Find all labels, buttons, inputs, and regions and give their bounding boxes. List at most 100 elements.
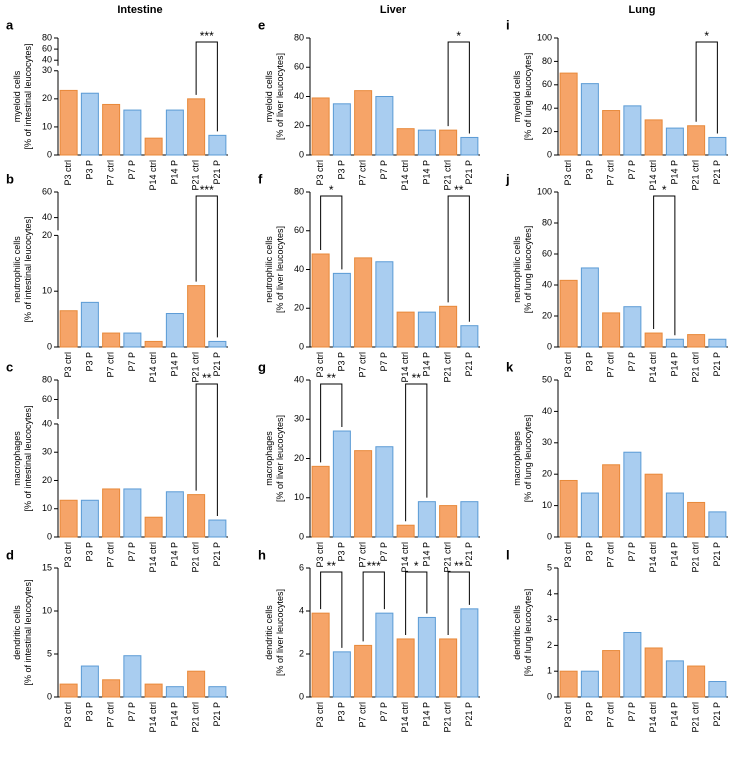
significance-bracket [195,41,218,132]
y-axis-label-line: [% of liver leucocytes] [275,53,285,140]
bar [123,109,142,156]
panel-letter: b [6,171,14,186]
bar [354,90,373,156]
y-tick-label: 20 [542,469,552,479]
bar [165,109,184,156]
significance-label: ** [454,183,464,197]
x-tick-label: P7 ctrl [106,542,116,568]
x-tick-label: P3 ctrl [563,542,573,568]
bar [439,638,458,698]
y-tick-label: 40 [542,103,552,113]
bar [644,332,663,348]
bar [187,285,206,348]
panel-letter: j [505,171,510,186]
bar [665,338,684,348]
bar [208,686,227,698]
x-tick-label: P7 P [127,160,137,180]
significance-bracket [195,383,218,517]
x-tick-label: P21 ctrl [691,702,701,733]
x-tick-label: P21 P [212,352,222,377]
x-tick-label: P21 P [212,542,222,567]
panel-letter: l [506,547,510,562]
x-tick-label: P7 ctrl [106,352,116,378]
x-tick-label: P14 P [169,542,179,567]
x-tick-label: P14 ctrl [148,542,158,573]
y-axis-label-line: [% of liver leucocytes] [275,226,285,313]
bar [623,306,642,348]
x-tick-label: P3 P [84,160,94,180]
x-tick-label: P3 P [584,702,594,722]
significance-bracket [320,571,343,648]
bar [460,608,479,698]
bar [396,638,415,698]
bar [123,655,142,698]
y-tick-label: 60 [542,248,552,258]
y-tick-label: 50 [542,374,552,384]
x-tick-label: P7 ctrl [358,702,368,728]
bar [208,134,227,156]
significance-label: * [329,183,334,197]
bar [354,257,373,348]
significance-bracket [195,195,218,338]
x-tick-label: P3 P [336,160,346,180]
bar [375,612,394,698]
bar [396,524,415,538]
bar [439,129,458,156]
y-axis-label: myeloid cells[% of liver leucocytes] [264,53,285,140]
x-tick-label: P21 ctrl [691,160,701,191]
x-tick-label: P7 ctrl [606,542,616,568]
x-tick-label: P7 P [627,702,637,722]
bar [665,492,684,538]
significance-bracket [447,195,470,322]
x-tick-label: P7 ctrl [358,542,368,568]
x-tick-label: P7 ctrl [606,352,616,378]
y-axis-label-line: macrophages [12,431,22,486]
panel-letter: h [258,547,266,562]
x-tick-label: P14 ctrl [148,352,158,383]
bar [559,670,578,698]
y-axis-label-line: [% of lung leucocytes] [523,415,533,503]
y-tick-label: 0 [47,531,52,541]
y-tick-label: 80 [542,217,552,227]
bar [396,128,415,156]
significance-label: ** [327,371,337,385]
x-tick-label: P7 P [379,702,389,722]
y-tick-label: 60 [42,186,52,196]
x-tick-label: P7 P [627,352,637,372]
y-axis-label-line: [% of intestinal leucocytes] [23,405,33,511]
x-tick-label: P14 P [421,702,431,727]
y-tick-label: 60 [294,62,304,72]
bar [165,313,184,348]
y-tick-label: 40 [542,406,552,416]
y-axis-label-line: [% of liver leucocytes] [275,415,285,502]
x-tick-label: P3 ctrl [563,702,573,728]
x-tick-label: P14 P [169,352,179,377]
bar [417,129,436,156]
bar [102,332,121,348]
bar [708,681,727,698]
x-tick-label: P7 P [127,542,137,562]
y-tick-label: 5 [47,648,52,658]
x-tick-label: P7 ctrl [106,702,116,728]
bar [460,325,479,348]
bar [580,83,599,156]
bar [559,279,578,348]
bar [417,311,436,348]
bar [687,334,706,348]
y-axis-label-line: macrophages [264,431,274,486]
y-axis-label: dendritic cells[% of liver leucocytes] [264,589,285,676]
bar [644,473,663,538]
bar [80,499,99,538]
bar [644,647,663,698]
bar [602,110,621,156]
bar [187,98,206,156]
x-tick-label: P7 ctrl [358,160,368,186]
x-tick-label: P21 ctrl [191,160,201,191]
x-tick-label: P3 ctrl [315,542,325,568]
y-axis-label-line: dendritic cells [264,605,274,660]
x-tick-label: P21 ctrl [691,352,701,383]
bar [602,312,621,348]
significance-bracket [447,571,470,635]
x-tick-label: P14 ctrl [148,160,158,191]
